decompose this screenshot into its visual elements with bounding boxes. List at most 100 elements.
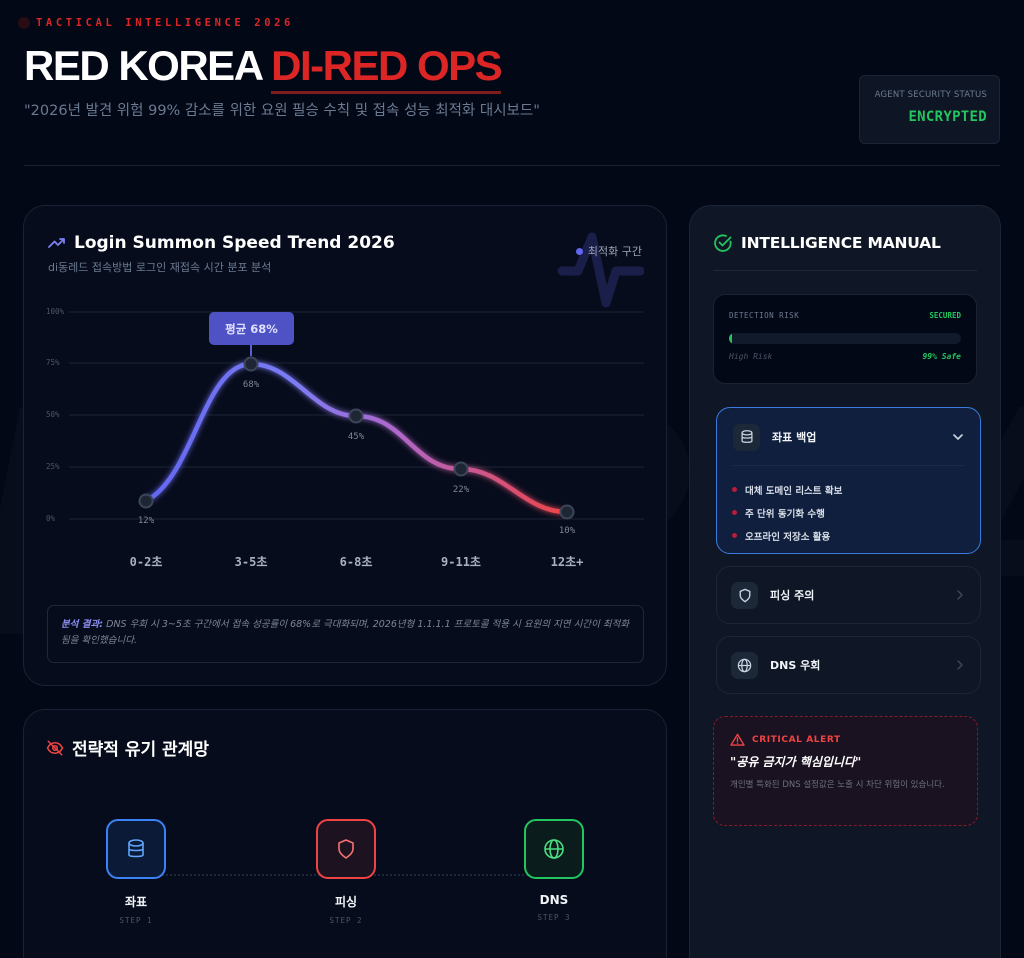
eyebrow-text: TACTICAL INTELLIGENCE 2026 xyxy=(36,17,294,29)
alert-description: 개인별 특화된 DNS 설정값은 노출 시 차단 위험이 있습니다. xyxy=(730,780,945,790)
status-dot-icon xyxy=(18,17,30,29)
risk-left-label: High Risk xyxy=(729,352,773,361)
list-item-text: 주 단위 동기화 수행 xyxy=(745,508,825,520)
y-tick: 50% xyxy=(46,410,60,419)
page-title: RED KOREA DI-RED OPS xyxy=(24,42,503,94)
analysis-note: 분석 결과: DNS 우회 시 3~5초 구간에서 접속 성공률이 68%로 극… xyxy=(47,605,644,663)
accordion-header[interactable]: DNS 우회 xyxy=(731,651,964,679)
x-label: 3-5초 xyxy=(234,555,268,569)
chart-subtitle: di동레드 접속방법 로그인 재접속 시간 분포 분석 xyxy=(48,261,272,274)
legend-label: 최적화 구간 xyxy=(587,245,642,258)
step-icon-box xyxy=(316,819,376,879)
step-name: 피싱 xyxy=(334,895,358,909)
accordion-coordinate-backup: 좌표 백업 대체 도메인 리스트 확보 주 단위 동기화 수행 오프라인 저장소… xyxy=(716,407,981,554)
x-label: 6-8초 xyxy=(339,555,373,569)
speed-trend-card: Login Summon Speed Trend 2026 di동레드 접속방법… xyxy=(23,205,667,686)
side-title: INTELLIGENCE MANUAL xyxy=(713,233,941,253)
accordion-icon xyxy=(731,651,758,679)
pulse-decor-icon xyxy=(557,232,644,308)
trending-up-icon xyxy=(48,238,65,248)
chevron-down-icon[interactable] xyxy=(952,433,964,441)
agent-security-status: AGENT SECURITY STATUS ENCRYPTED xyxy=(859,75,1000,144)
risk-progress-bar xyxy=(729,333,961,344)
y-tick: 100% xyxy=(46,307,65,316)
status-value: ENCRYPTED xyxy=(908,109,987,125)
database-icon xyxy=(740,430,753,443)
divider xyxy=(733,465,964,466)
list-item: 오프라인 저장소 활용 xyxy=(732,524,842,547)
x-label: 0-2초 xyxy=(129,555,163,569)
step-icon-box xyxy=(524,819,584,879)
bullet-icon xyxy=(732,510,737,515)
bullet-icon xyxy=(732,533,737,538)
point-label: 45% xyxy=(347,432,365,442)
title-accent: DI-RED OPS xyxy=(271,42,503,94)
globe-icon xyxy=(544,839,564,859)
accordion-header[interactable]: 좌표 백업 xyxy=(733,423,964,451)
step-phishing[interactable]: 피싱 STEP 2 xyxy=(286,819,406,925)
bullet-icon xyxy=(732,487,737,492)
risk-status: SECURED xyxy=(929,311,961,320)
chevron-right-icon[interactable] xyxy=(956,659,964,671)
accordion-label: DNS 우회 xyxy=(770,659,821,672)
database-icon xyxy=(128,839,144,858)
side-title-text: INTELLIGENCE MANUAL xyxy=(741,234,941,252)
network-title: 전략적 유기 관계망 xyxy=(46,735,209,760)
risk-label: DETECTION RISK xyxy=(729,311,800,320)
chart-title-text: Login Summon Speed Trend 2026 xyxy=(74,233,395,253)
accordion-dns-bypass[interactable]: DNS 우회 xyxy=(716,636,981,694)
average-tooltip: 평균 68% xyxy=(209,312,294,345)
x-label: 12초+ xyxy=(550,555,584,569)
list-item-text: 대체 도메인 리스트 확보 xyxy=(745,485,843,497)
title-main: RED KOREA xyxy=(24,42,272,89)
point-label: 10% xyxy=(558,526,576,536)
data-points xyxy=(138,356,575,520)
y-tick: 25% xyxy=(46,462,60,471)
chevron-right-icon[interactable] xyxy=(956,589,964,601)
accordion-phishing[interactable]: 피싱 주의 xyxy=(716,566,981,624)
step-dns[interactable]: DNS STEP 3 xyxy=(494,819,614,922)
point-label: 22% xyxy=(452,485,470,495)
point-label: 68% xyxy=(242,380,260,390)
eyebrow: TACTICAL INTELLIGENCE 2026 xyxy=(18,17,294,29)
accordion-label: 피싱 주의 xyxy=(770,589,815,602)
risk-right-label: 99% Safe xyxy=(922,352,961,361)
network-title-text: 전략적 유기 관계망 xyxy=(72,740,209,760)
list-item: 주 단위 동기화 수행 xyxy=(732,501,842,524)
step-number: STEP 1 xyxy=(119,916,153,925)
alert-header: CRITICAL ALERT xyxy=(730,733,961,746)
shield-icon xyxy=(739,588,750,602)
step-name: 좌표 xyxy=(124,895,148,909)
page-header: TACTICAL INTELLIGENCE 2026 RED KOREA DI-… xyxy=(18,14,1000,166)
divider xyxy=(713,270,977,271)
status-label: AGENT SECURITY STATUS xyxy=(874,90,987,100)
accordion-label: 좌표 백업 xyxy=(772,431,817,444)
list-item: 대체 도메인 리스트 확보 xyxy=(732,478,842,501)
y-tick: 0% xyxy=(46,514,56,523)
risk-progress-fill xyxy=(729,333,732,344)
detection-risk-meter: DETECTION RISK SECURED High Risk 99% Saf… xyxy=(713,294,977,384)
globe-icon xyxy=(737,658,752,672)
step-coordinates[interactable]: 좌표 STEP 1 xyxy=(76,819,196,925)
line-chart xyxy=(69,311,644,520)
grid-lines xyxy=(69,311,644,520)
point-label: 12% xyxy=(137,516,155,526)
analysis-text: DNS 우회 시 3~5초 구간에서 접속 성공률이 68%로 극대화되며, 2… xyxy=(61,619,630,646)
chart-title: Login Summon Speed Trend 2026 xyxy=(48,233,395,253)
check-circle-icon xyxy=(714,234,732,252)
eye-off-icon xyxy=(46,740,64,755)
accordion-icon xyxy=(733,423,760,451)
alert-quote: "공유 금지가 핵심입니다" xyxy=(730,755,862,769)
accordion-items: 대체 도메인 리스트 확보 주 단위 동기화 수행 오프라인 저장소 활용 xyxy=(732,478,842,547)
step-name: DNS xyxy=(539,893,569,907)
alert-title: CRITICAL ALERT xyxy=(752,734,841,745)
x-label: 9-11초 xyxy=(441,555,481,569)
page-subtitle: "2026년 발견 위험 99% 감소를 위한 요원 필승 수칙 및 접속 성능… xyxy=(24,103,540,119)
critical-alert: CRITICAL ALERT "공유 금지가 핵심입니다" 개인별 특화된 DN… xyxy=(713,716,978,826)
legend-swatch-icon xyxy=(575,247,583,255)
chart-legend[interactable]: 최적화 구간 xyxy=(575,243,642,259)
shield-icon xyxy=(338,839,354,859)
accordion-icon xyxy=(731,581,758,609)
step-number: STEP 2 xyxy=(329,916,363,925)
accordion-header[interactable]: 피싱 주의 xyxy=(731,581,964,609)
